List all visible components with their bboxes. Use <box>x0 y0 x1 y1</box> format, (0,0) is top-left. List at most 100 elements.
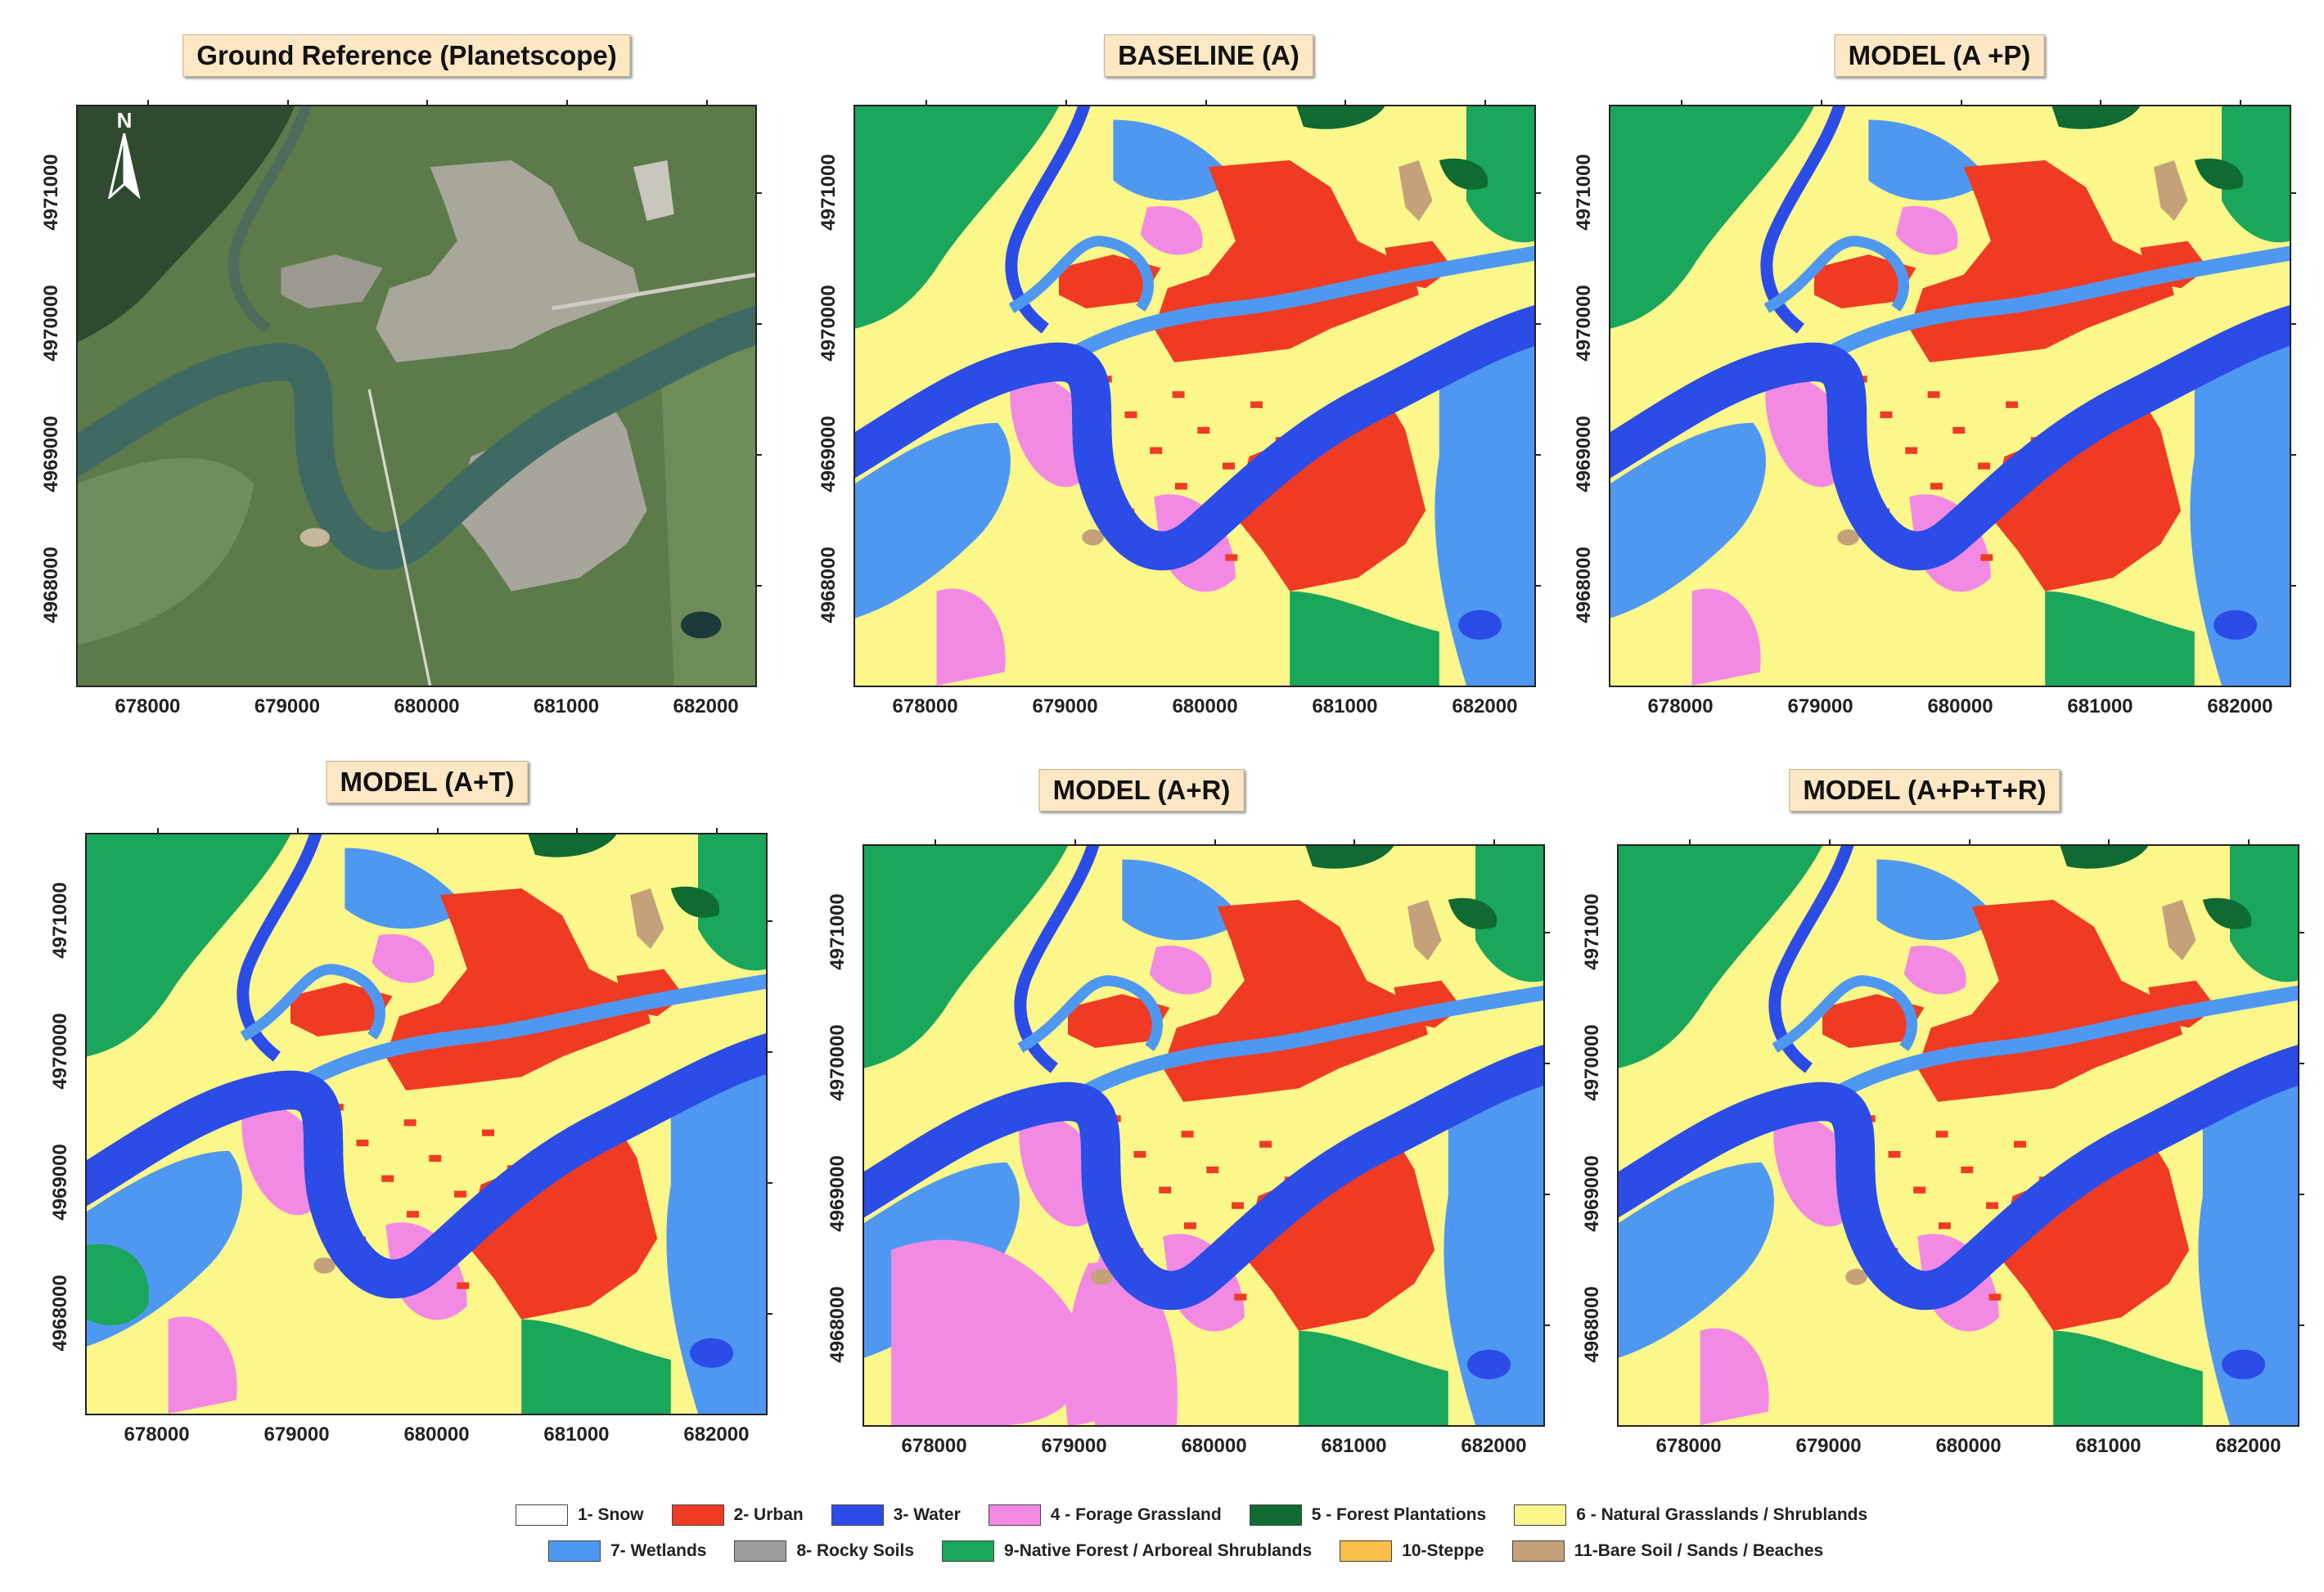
wetland-east <box>1443 1074 1543 1425</box>
x-tick-label: 678000 <box>1647 695 1714 717</box>
legend-label-steppe: 10-Steppe <box>1402 1541 1484 1560</box>
lake <box>1458 609 1502 641</box>
x-tick-label: 682000 <box>683 1423 750 1446</box>
legend-label-urban: 2- Urban <box>733 1505 804 1524</box>
map-canvas <box>1619 846 2298 1425</box>
y-tickmark <box>1536 191 1541 194</box>
plantation-east <box>2194 158 2244 190</box>
urban-patch <box>2064 1212 2077 1220</box>
legend-label-bare-soil: 11-Bare Soil / Sands / Beaches <box>1574 1541 1824 1560</box>
legend-item-forage-grassland: 4 - Forage Grassland <box>988 1504 1222 1526</box>
y-tickmark <box>2299 1063 2304 1064</box>
bare-soil-river <box>1091 1269 1113 1285</box>
urban-patch <box>457 1282 470 1289</box>
fields-east <box>660 335 755 686</box>
y-tick-label: 4971000 <box>40 154 62 231</box>
y-tickmark <box>768 1051 772 1053</box>
forage-north <box>1140 205 1203 255</box>
river-main <box>855 305 1534 571</box>
y-tickmark <box>1545 931 1550 933</box>
x-tick-label: 682000 <box>2207 695 2273 717</box>
river-main <box>87 1033 766 1299</box>
panel-title-ground-reference: Ground Reference (Planetscope) <box>182 34 631 77</box>
lake <box>2214 609 2258 641</box>
panel-title-model-a-t: MODEL (A+T) <box>326 761 529 803</box>
y-tickmark <box>757 454 762 456</box>
meander-wetland <box>1763 236 1909 313</box>
classified-map-model-a-t <box>85 833 768 1415</box>
urban-patch <box>1159 1186 1172 1194</box>
x-tick-label: 682000 <box>673 695 739 717</box>
bare-soil-river <box>1837 529 1859 546</box>
river-main <box>864 1045 1543 1311</box>
legend-item-natural-grasslands: 6 - Natural Grasslands / Shrublands <box>1514 1504 1867 1526</box>
y-tick-label: 4970000 <box>1581 1024 1603 1101</box>
urban-patch <box>1232 1202 1244 1209</box>
urban-patch <box>381 1175 394 1182</box>
x-tickmark <box>1344 100 1347 105</box>
lake <box>680 611 722 639</box>
legend-item-water: 3- Water <box>831 1504 961 1526</box>
y-tick-label: 4971000 <box>1581 893 1603 970</box>
plantation-north <box>2052 106 2141 129</box>
x-tickmark <box>147 100 150 105</box>
x-tick-label: 680000 <box>1181 1435 1247 1457</box>
y-tickmark <box>2291 454 2296 456</box>
x-tickmark <box>1065 100 1067 105</box>
urban-patch <box>1124 411 1137 419</box>
urban-patch <box>1880 411 1893 419</box>
urban-patch <box>1913 1186 1926 1194</box>
legend-label-forage-grassland: 4 - Forage Grassland <box>1050 1505 1222 1524</box>
urban-patch <box>1133 1150 1146 1158</box>
legend-label-snow: 1- Snow <box>578 1505 644 1524</box>
wetland-north <box>1122 859 1245 941</box>
native-forest-nw <box>1610 106 1814 329</box>
map-canvas <box>864 846 1543 1425</box>
meander-wetland <box>1008 236 1154 313</box>
legend-label-rocky-soils: 8- Rocky Soils <box>796 1541 915 1560</box>
legend-swatch-bare-soil <box>1511 1540 1565 1562</box>
wetland-sw <box>1610 422 1766 618</box>
x-tickmark <box>1214 839 1216 844</box>
urban-patch <box>1927 391 1940 398</box>
y-tick-label: 4969000 <box>826 1155 849 1232</box>
wetland-east <box>666 1063 766 1414</box>
y-tick-label: 4971000 <box>826 893 849 970</box>
lake <box>2222 1349 2266 1380</box>
forage-sw <box>168 1316 237 1414</box>
panel-title-model-a-r: MODEL (A+R) <box>1038 769 1245 812</box>
y-tickmark <box>1545 1194 1550 1196</box>
x-tick-label: 679000 <box>263 1423 330 1446</box>
urban-patch <box>1986 1202 1998 1209</box>
landcover-layer <box>855 106 1534 686</box>
x-tickmark <box>1484 100 1487 105</box>
y-tick-label: 4968000 <box>49 1275 71 1352</box>
x-tickmark <box>705 100 708 105</box>
urban-patch <box>1988 1293 2002 1301</box>
classified-map-model-a-p-t-r <box>1617 844 2299 1427</box>
wetland-sw <box>855 422 1011 618</box>
legend-swatch-natural-grasslands <box>1514 1504 1567 1526</box>
field-south <box>1811 523 1896 686</box>
native-forest-se <box>1299 1330 1448 1425</box>
urban-patch <box>1259 1140 1272 1148</box>
bare-soil-north <box>2162 899 2196 960</box>
north-arrow-shape <box>107 133 141 201</box>
forage-sw <box>1700 1328 1769 1425</box>
landcover-layer <box>87 834 766 1414</box>
x-tick-label: 679000 <box>1032 695 1098 717</box>
x-tick-label: 681000 <box>1321 1435 1387 1457</box>
legend-swatch-forest-plantations <box>1249 1504 1302 1526</box>
urban-patch <box>1935 1131 1948 1138</box>
native-forest-nw <box>87 834 290 1057</box>
urban-patch <box>1938 1222 1951 1230</box>
y-tick-label: 4968000 <box>1573 546 1595 624</box>
y-tickmark <box>2299 931 2304 933</box>
landcover-layer <box>1619 846 2298 1425</box>
north-label: N <box>116 108 133 133</box>
legend-label-natural-grasslands: 6 - Natural Grasslands / Shrublands <box>1576 1505 1868 1524</box>
x-tickmark <box>1960 100 1962 105</box>
wetland-east <box>1434 335 1534 686</box>
y-tickmark <box>2299 1324 2304 1327</box>
legend-swatch-snow <box>516 1504 568 1526</box>
